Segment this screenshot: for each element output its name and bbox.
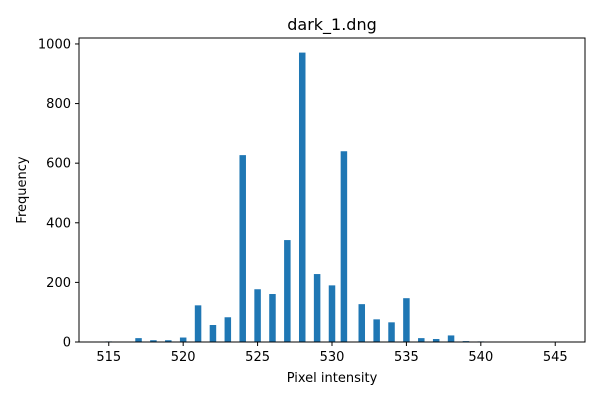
histogram-bar xyxy=(150,340,157,342)
histogram-bar xyxy=(165,340,172,342)
y-tick-label: 800 xyxy=(46,97,71,112)
x-axis-label: Pixel intensity xyxy=(287,371,378,386)
histogram-bar xyxy=(373,319,380,342)
histogram-bar xyxy=(418,338,425,342)
histogram-bar xyxy=(432,339,440,342)
chart-title: dark_1.dng xyxy=(287,15,377,35)
x-tick-label: 545 xyxy=(543,350,568,365)
y-tick-label: 1000 xyxy=(38,37,71,52)
x-tick-label: 525 xyxy=(245,350,270,365)
histogram-bar xyxy=(254,289,261,342)
histogram-bar xyxy=(179,337,187,342)
bars-group xyxy=(105,52,574,343)
histogram-bar xyxy=(298,52,306,342)
histogram-bar xyxy=(313,274,321,342)
histogram-bar xyxy=(194,305,202,342)
x-tick-label: 515 xyxy=(96,350,121,365)
x-tick-label: 535 xyxy=(394,350,419,365)
y-axis-label: Frequency xyxy=(15,156,30,223)
histogram-bar xyxy=(340,151,348,342)
histogram-bar xyxy=(358,304,366,342)
histogram-bar xyxy=(269,294,276,342)
histogram-bar xyxy=(135,338,142,342)
x-tick-label: 520 xyxy=(171,350,196,365)
x-tick-label: 530 xyxy=(320,350,345,365)
y-tick-label: 0 xyxy=(63,336,71,351)
y-axis-ticks: 0 200 400 600 800 1000 xyxy=(38,37,79,351)
histogram-bar xyxy=(328,285,336,342)
y-tick-label: 600 xyxy=(46,157,71,172)
histogram-bar xyxy=(403,298,410,342)
histogram-bar xyxy=(239,155,246,342)
y-tick-label: 200 xyxy=(46,276,71,291)
y-tick-label: 400 xyxy=(46,216,71,231)
x-tick-label: 540 xyxy=(468,350,493,365)
histogram-bar xyxy=(224,317,232,342)
histogram-bar xyxy=(388,322,395,342)
x-axis-ticks: 515 520 525 530 535 540 545 xyxy=(96,342,568,365)
histogram-bar xyxy=(447,335,455,342)
plot-frame xyxy=(78,37,586,343)
histogram-bar xyxy=(209,325,217,342)
histogram-bar xyxy=(284,240,291,342)
